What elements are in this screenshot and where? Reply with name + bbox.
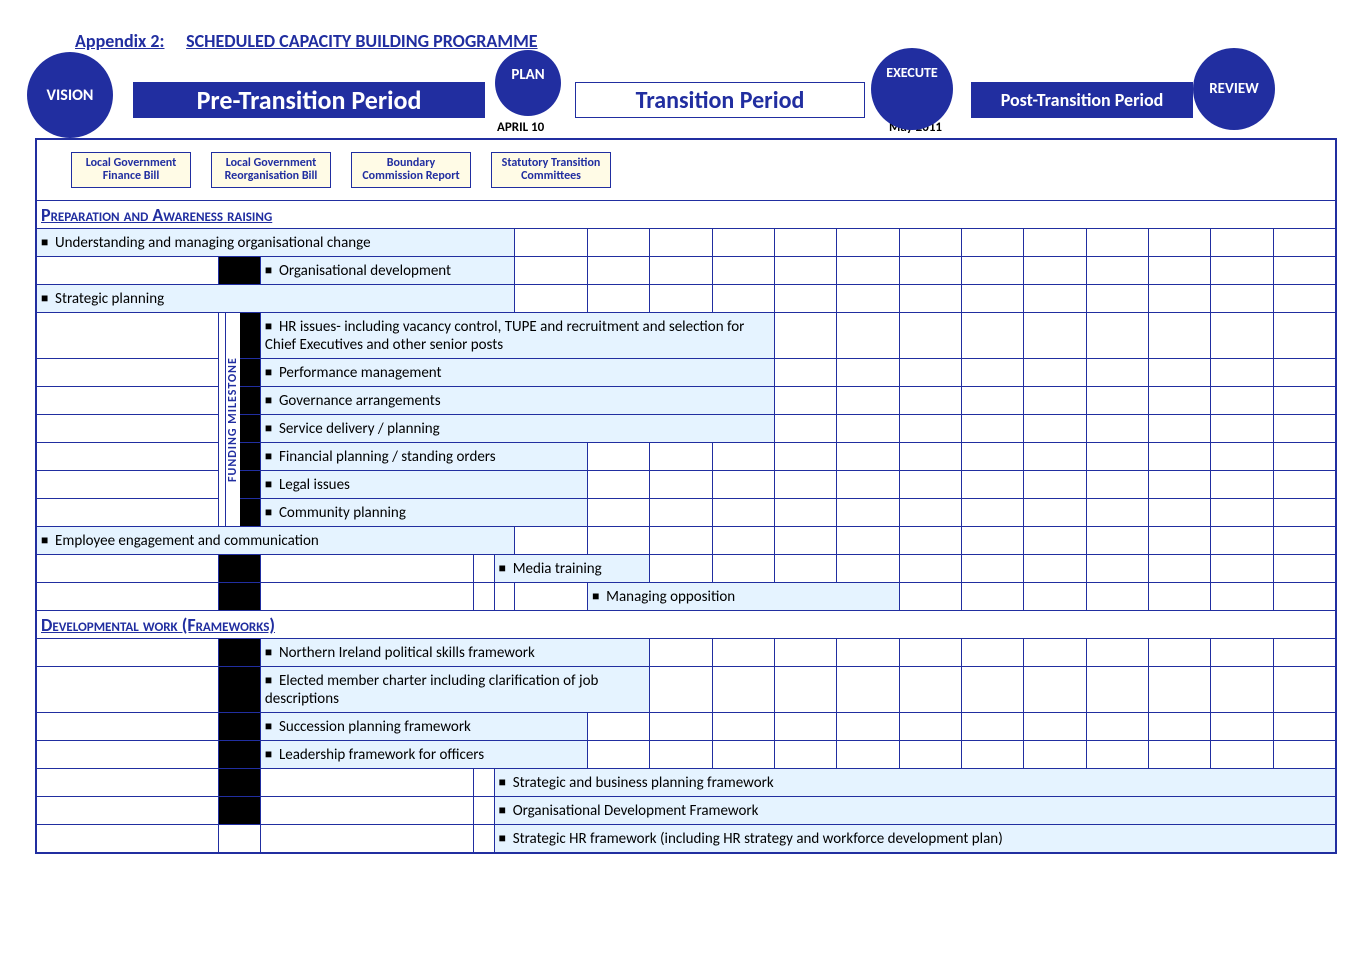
pill-finance-bill: Local Government Finance Bill — [71, 152, 191, 188]
section-preparation: Preparation and Awareness raising — [36, 201, 1336, 229]
section-developmental: Developmental work (Frameworks) — [36, 611, 1336, 639]
pill-reorganisation: Local Government Reorganisation Bill — [211, 152, 331, 188]
item-financial: Financial planning / standing orders — [279, 448, 496, 466]
programme-grid: Local Government Finance Bill Local Gove… — [35, 138, 1337, 854]
item-strategic-business-framework: Strategic and business planning framewor… — [513, 774, 774, 792]
phase-post: Post-Transition Period — [971, 82, 1193, 118]
item-legal: Legal issues — [279, 476, 350, 494]
execute-badge: EXECUTE — [871, 48, 953, 130]
item-media-training: Media training — [513, 560, 602, 578]
phase-pre: Pre-Transition Period — [133, 82, 485, 118]
item-governance: Governance arrangements — [279, 392, 441, 410]
item-understanding: Understanding and managing organisationa… — [55, 234, 370, 252]
appendix-label: Appendix 2: — [75, 30, 164, 52]
pill-row: Local Government Finance Bill Local Gove… — [41, 142, 1331, 198]
phase-transition: Transition Period — [575, 82, 865, 118]
item-org-development: Organisational development — [279, 262, 451, 280]
item-ni-political-skills: Northern Ireland political skills framew… — [279, 644, 535, 662]
date-plan: APRIL 10 — [497, 120, 544, 135]
plan-badge: PLAN — [495, 50, 561, 116]
item-service-delivery: Service delivery / planning — [279, 420, 440, 438]
item-community: Community planning — [279, 504, 406, 522]
title-line: Appendix 2: SCHEDULED CAPACITY BUILDING … — [75, 30, 1337, 52]
item-performance: Performance management — [279, 364, 442, 382]
item-employee-engagement: Employee engagement and communication — [55, 532, 319, 550]
pill-boundary: Boundary Commission Report — [351, 152, 471, 188]
item-managing-opposition: Managing opposition — [606, 588, 735, 606]
item-strategic-hr-framework: Strategic HR framework (including HR str… — [513, 830, 1003, 848]
funding-milestone-label: FUNDING MILESTONE — [225, 313, 240, 526]
review-badge: REVIEW — [1193, 48, 1275, 130]
vision-badge: VISION — [27, 52, 113, 138]
main-title: SCHEDULED CAPACITY BUILDING PROGRAMME — [186, 30, 537, 52]
item-org-dev-framework: Organisational Development Framework — [513, 802, 759, 820]
item-elected-member-charter: Elected member charter including clarifi… — [265, 672, 599, 708]
item-succession: Succession planning framework — [279, 718, 471, 736]
item-leadership: Leadership framework for officers — [279, 746, 484, 764]
pill-transition-comm: Statutory Transition Committees — [491, 152, 611, 188]
phase-header: VISION PLAN EXECUTE REVIEW Pre-Transitio… — [35, 60, 1337, 130]
item-hr-issues: HR issues- including vacancy control, TU… — [265, 318, 744, 354]
item-strategic-planning: Strategic planning — [55, 290, 164, 308]
